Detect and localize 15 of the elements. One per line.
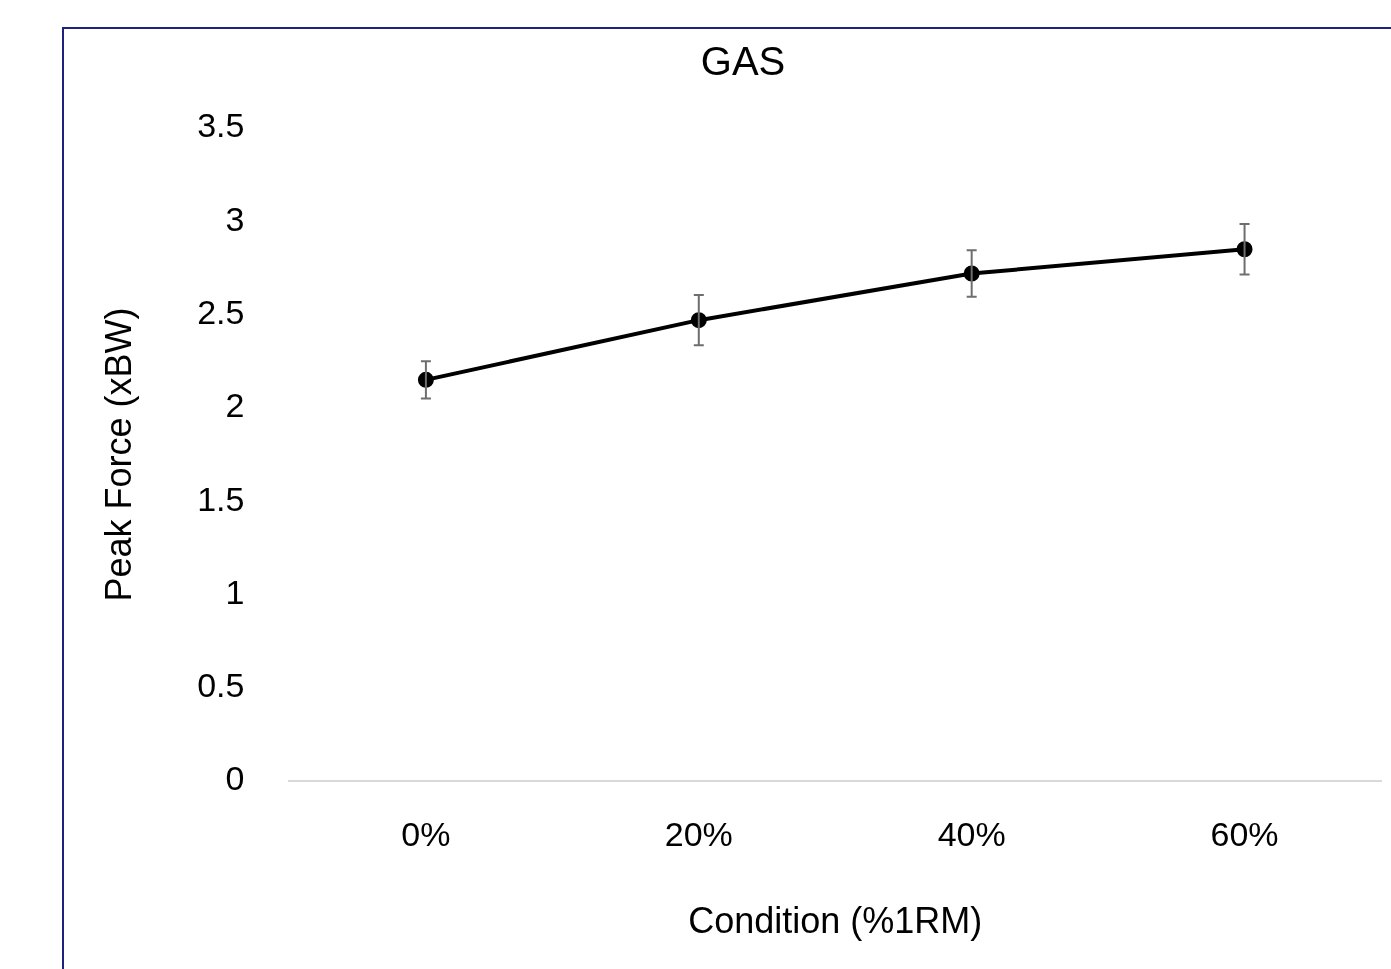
y-tick-label: 3 <box>225 199 245 238</box>
y-tick-label: 1 <box>225 572 245 611</box>
y-tick-label: 0 <box>225 759 245 798</box>
y-tick-label: 2.5 <box>197 292 245 331</box>
x-tick-label: 0% <box>401 814 451 853</box>
y-tick-label: 2 <box>225 386 245 425</box>
x-tick-label: 20% <box>664 814 733 853</box>
x-tick-label: 40% <box>937 814 1006 853</box>
y-tick-label: 1.5 <box>197 479 245 518</box>
x-axis-title: Condition (%1RM) <box>688 900 983 942</box>
x-tick-label: 60% <box>1210 814 1279 853</box>
y-tick-label: 3.5 <box>197 106 245 145</box>
y-tick-label: 0.5 <box>197 666 245 705</box>
y-axis-title: Peak Force (xBW) <box>97 307 139 602</box>
chart-title: GAS <box>700 39 786 84</box>
